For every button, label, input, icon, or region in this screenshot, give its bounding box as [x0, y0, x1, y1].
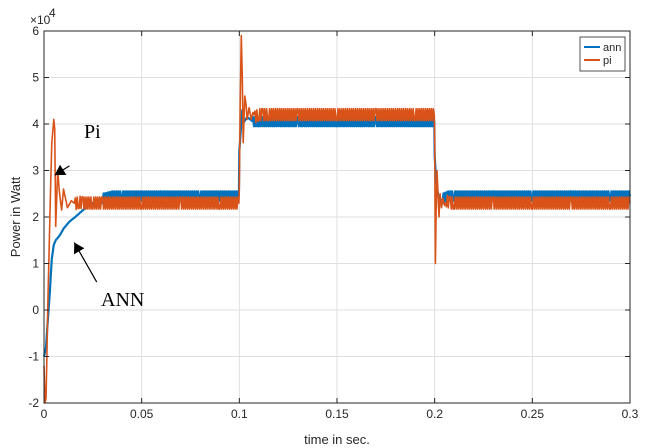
annotation-pi-arrow-head [54, 164, 67, 176]
y-tick-label: -1 [28, 350, 39, 364]
series-line-pi [43, 34, 631, 404]
y-tick-label: 0 [32, 303, 39, 317]
legend-label-pi: pi [603, 55, 612, 67]
legend-label-ann: ann [603, 42, 621, 54]
y-tick-label: 4 [32, 117, 39, 131]
y-tick-label: -2 [28, 396, 39, 410]
y-exponent-label: ×10 [30, 13, 51, 27]
x-tick-label: 0.15 [325, 407, 349, 421]
x-tick-label: 0.3 [622, 407, 639, 421]
y-axis-label: Power in Watt [8, 176, 23, 257]
y-tick-label: 2 [32, 210, 39, 224]
annotations: Pi ANN [54, 121, 144, 311]
x-tick-label: 0.05 [130, 407, 154, 421]
x-tick-label: 0.1 [231, 407, 248, 421]
y-exponent-power: 4 [49, 6, 56, 20]
legend: ann pi [579, 36, 626, 72]
series-lines [42, 34, 632, 404]
x-tick-label: 0 [41, 407, 48, 421]
annotation-label-pi: Pi [84, 121, 101, 143]
y-tick-label: 1 [32, 257, 39, 271]
y-tick-label: 6 [32, 24, 39, 38]
legend-box [579, 36, 626, 72]
axis-ticks: 0 0.05 0.1 0.15 0.2 0.25 0.3 -2 -1 0 1 2 3 4 5 6 [28, 24, 638, 421]
annotation-label-ann: ANN [101, 289, 144, 311]
x-tick-label: 0.2 [426, 407, 443, 421]
y-tick-label: 5 [32, 71, 39, 85]
y-tick-label: 3 [32, 164, 39, 178]
annotation-ann-arrow-head [74, 242, 85, 255]
x-axis-label: time in sec. [304, 432, 370, 447]
x-tick-label: 0.25 [521, 407, 545, 421]
